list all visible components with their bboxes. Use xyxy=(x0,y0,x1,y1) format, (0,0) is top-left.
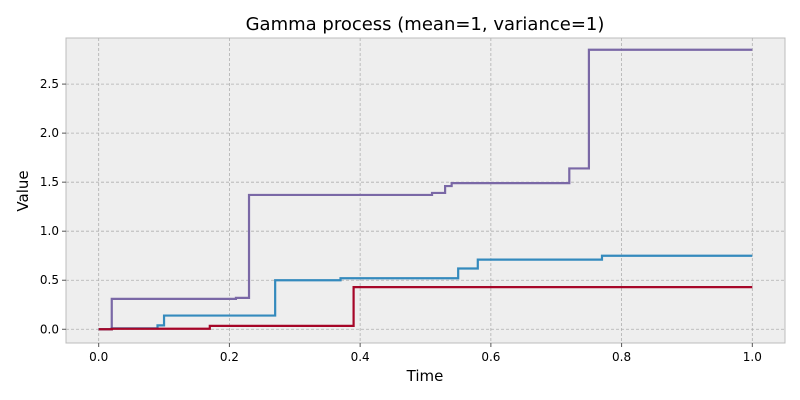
x-tick-label: 0.2 xyxy=(220,350,239,364)
series-line-3 xyxy=(98,286,753,331)
x-tick-label: 0.4 xyxy=(351,350,370,364)
chart-title: Gamma process (mean=1, variance=1) xyxy=(246,14,605,35)
x-tick-label: 1.0 xyxy=(743,350,762,364)
y-tick-label: 2.0 xyxy=(40,126,59,140)
y-tick-label: 1.5 xyxy=(40,175,59,189)
x-tick-label: 0.6 xyxy=(481,350,500,364)
y-tick-label: 0.0 xyxy=(40,322,59,336)
x-tick-label: 0.0 xyxy=(89,350,108,364)
series-line-1 xyxy=(98,48,753,331)
x-tick-label: 0.8 xyxy=(612,350,631,364)
x-axis-label: Time xyxy=(406,367,444,385)
plot-area xyxy=(65,37,786,344)
tick-labels: 0.0 0.2 0.4 0.6 0.8 1.0 0.0 0.5 1.0 1.5 2.0 2.5 xyxy=(40,77,762,364)
series-group xyxy=(98,48,753,331)
y-axis-label: Value xyxy=(14,170,32,211)
y-tick-label: 2.5 xyxy=(40,77,59,91)
y-tick-label: 1.0 xyxy=(40,224,59,238)
y-tick-label: 0.5 xyxy=(40,273,59,287)
grid xyxy=(66,38,785,343)
